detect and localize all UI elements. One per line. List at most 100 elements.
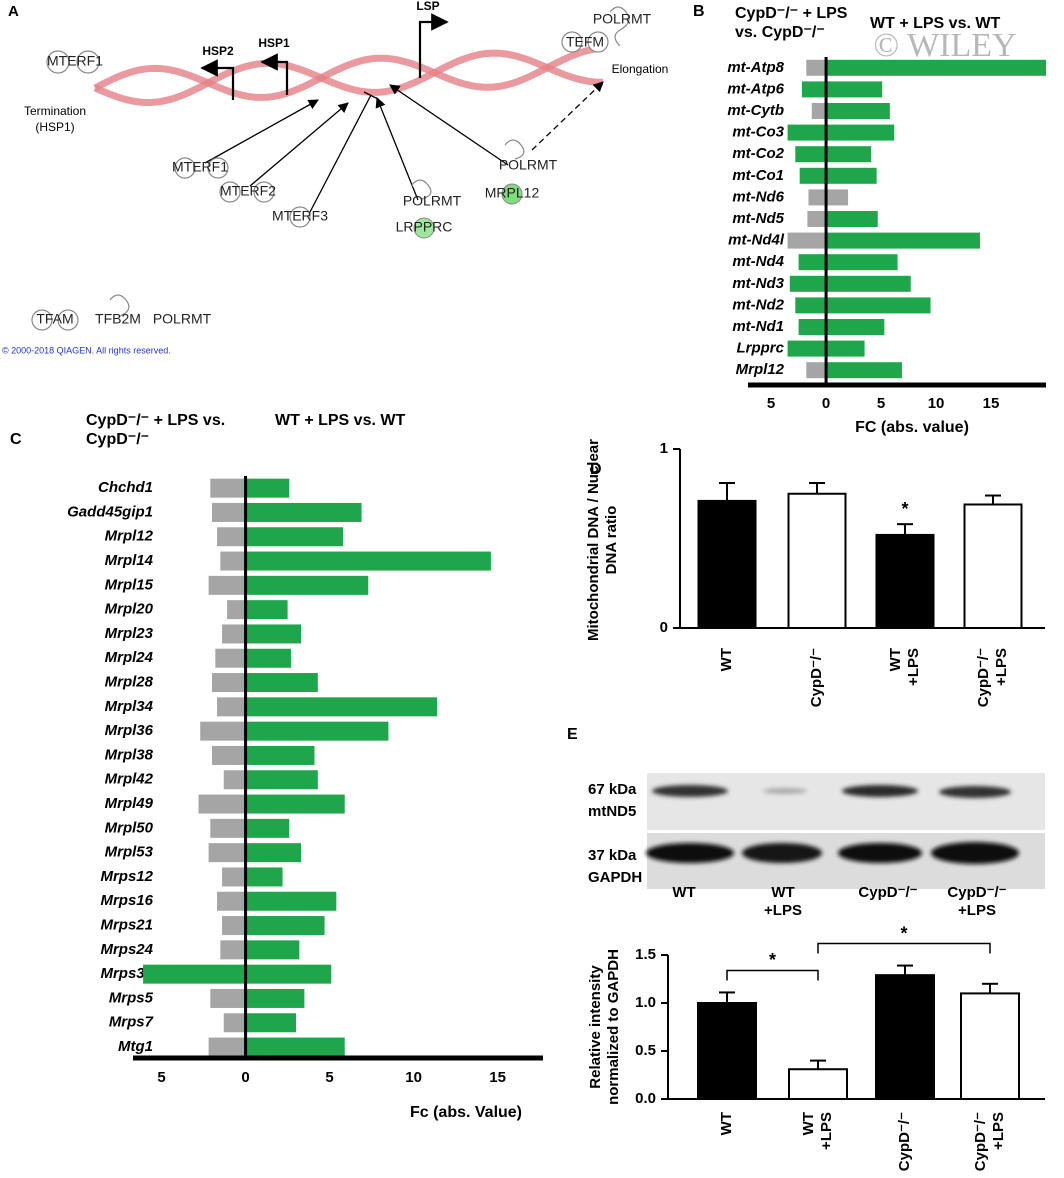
panel-letter: E	[567, 726, 578, 743]
bar	[826, 189, 849, 206]
elongation-label: Elongation	[612, 62, 669, 76]
blot-size: 67 kDa	[588, 781, 637, 798]
protein-icon	[31, 309, 53, 331]
bar	[826, 81, 883, 98]
y-tick-label: 1.0	[635, 994, 656, 1011]
band	[652, 785, 728, 797]
bar	[208, 1037, 246, 1057]
bar	[806, 362, 827, 379]
dna-strand	[93, 49, 604, 106]
dna-strand	[93, 44, 604, 101]
node-label: POLRMT	[499, 157, 558, 173]
bar	[798, 254, 827, 271]
bar	[210, 988, 246, 1008]
x-tick-label: WT	[718, 648, 735, 671]
bar	[826, 59, 1046, 76]
promoter-arrow	[418, 13, 449, 78]
category-label: mt-Nd4	[732, 253, 784, 270]
category-label: mt-Co3	[732, 124, 784, 141]
bar	[801, 81, 827, 98]
bar	[245, 964, 332, 984]
category-label: Mrpl53	[105, 844, 154, 861]
node-label: MTERF1	[172, 159, 228, 175]
lane-label: CypD⁻/⁻ +LPS	[947, 884, 1006, 919]
category-label: Mrpl12	[105, 528, 154, 545]
x-tick-label: CypD⁻/⁻+LPS	[975, 648, 1010, 707]
category-label: mt-Co1	[732, 167, 784, 184]
category-label: Mrpl23	[105, 625, 154, 642]
node-label: TEFM	[566, 34, 604, 50]
category-label: mt-Atp8	[727, 59, 784, 76]
bar	[245, 575, 369, 595]
node-label: TFAM	[36, 311, 73, 327]
polymerase-icon	[504, 139, 525, 160]
panel-letter: B	[693, 3, 705, 20]
bar	[245, 843, 302, 863]
bar	[826, 232, 981, 249]
bar	[798, 319, 827, 335]
category-label: mt-Nd3	[732, 275, 784, 292]
bar	[222, 867, 246, 887]
category-label: Mrpl12	[736, 361, 785, 378]
node-label: MTERF1	[47, 53, 103, 69]
bar	[220, 940, 246, 960]
bar	[210, 478, 246, 498]
x-tick-label: 5	[157, 1069, 165, 1086]
bar	[245, 1037, 345, 1057]
category-label: Mrps21	[100, 917, 153, 934]
bar	[211, 745, 246, 765]
x-tick-label: 0	[241, 1069, 249, 1086]
arrow	[389, 84, 509, 166]
node-label: POLRMT	[153, 311, 212, 327]
category-label: Mrpl38	[105, 746, 154, 763]
x-tick-label: 5	[877, 395, 885, 412]
bar	[795, 146, 827, 163]
bar	[787, 340, 827, 357]
x-tick-label: 5	[325, 1069, 333, 1086]
polymerase-icon	[411, 179, 432, 200]
bar	[826, 362, 902, 379]
protein-icon-highlight	[501, 183, 523, 205]
lane-label: CypD⁻/⁻	[858, 884, 917, 901]
bar	[826, 103, 890, 119]
bar	[223, 1013, 246, 1033]
watermark: © WILEY	[873, 27, 1016, 64]
dashed-arrow	[531, 81, 604, 151]
protein-icon	[253, 181, 275, 203]
blot-bands	[646, 785, 1019, 864]
promoter-label: LSP	[416, 0, 439, 13]
bar	[245, 867, 283, 887]
category-label: Gadd45gip1	[67, 503, 153, 520]
promoter-label: HSP2	[202, 44, 234, 58]
y-tick-label: 0.0	[635, 1090, 656, 1107]
bar	[826, 275, 911, 292]
category-label: Mtg1	[118, 1038, 153, 1055]
x-axis-label: Fc (abs. Value)	[410, 1104, 522, 1121]
bar	[215, 648, 246, 668]
bar	[697, 499, 757, 629]
bar	[799, 167, 827, 184]
bar	[245, 648, 291, 668]
category-label: mt-Nd6	[732, 188, 784, 205]
protein-icon	[219, 181, 241, 203]
protein-icon	[561, 31, 583, 53]
bar	[143, 964, 246, 984]
category-label: Mrps16	[100, 892, 153, 909]
band	[931, 842, 1019, 864]
bar	[806, 59, 827, 76]
protein-icon	[46, 50, 70, 74]
y-tick-label: 0.5	[635, 1042, 656, 1059]
category-label: Mrpl36	[105, 722, 154, 739]
bar	[223, 770, 246, 790]
protein-icon-highlight	[413, 217, 435, 239]
bar	[217, 891, 246, 911]
termination-label: Termination	[24, 104, 86, 118]
panel-letter: D	[590, 461, 602, 478]
bar	[245, 673, 318, 693]
category-label: Mrps12	[100, 868, 153, 885]
bar	[826, 254, 898, 271]
category-label: Mrps7	[109, 1014, 154, 1031]
termination-label: (HSP1)	[35, 120, 74, 134]
